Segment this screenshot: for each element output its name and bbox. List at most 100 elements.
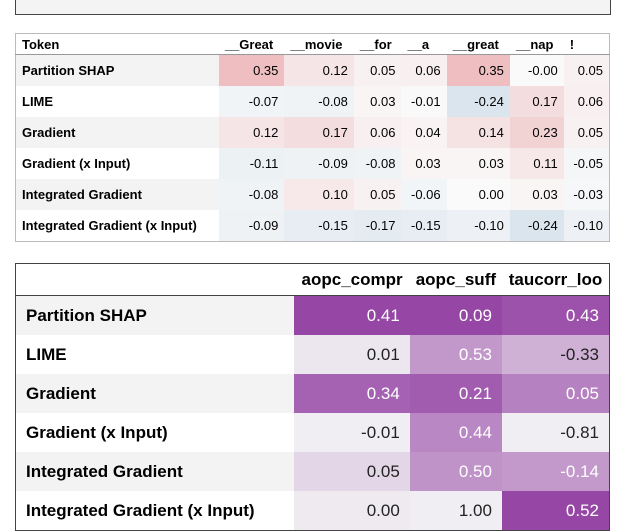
- cell: 0.05: [294, 452, 410, 491]
- cell: -0.01: [294, 413, 410, 452]
- cell: -0.24: [446, 86, 510, 117]
- row-label: Integrated Gradient (x Input): [15, 491, 295, 531]
- row: Integrated Gradient 0.05 0.50 -0.14: [15, 452, 610, 491]
- clipped-panel: [15, 0, 611, 15]
- cell: 0.41: [294, 295, 410, 335]
- cell: -0.05: [563, 148, 610, 179]
- cell: 0.44: [409, 413, 502, 452]
- cell: 0.06: [401, 54, 447, 86]
- cell: -0.24: [509, 210, 564, 242]
- row-label: Integrated Gradient: [15, 452, 295, 491]
- cell: 0.35: [446, 54, 510, 86]
- cell: 0.03: [446, 148, 510, 179]
- column-header: Token: [15, 33, 219, 55]
- cell: 0.53: [409, 335, 502, 374]
- cell: 0.05: [501, 374, 610, 413]
- column-header: __nap: [509, 33, 564, 55]
- cell: -0.09: [284, 148, 354, 179]
- row: LIME 0.01 0.53 -0.33: [15, 335, 610, 374]
- cell: 0.43: [501, 295, 610, 335]
- row: Gradient 0.12 0.17 0.06 0.04 0.14 0.23 0.05: [15, 117, 610, 148]
- row: Gradient (x Input) -0.11 -0.09 -0.08 0.03 0.0…: [15, 148, 610, 179]
- column-header: __great: [446, 33, 510, 55]
- cell: 0.09: [409, 295, 502, 335]
- column-header: __Great: [218, 33, 285, 55]
- cell: 0.06: [563, 86, 610, 117]
- cell: 0.52: [501, 491, 610, 531]
- cell: -0.00: [509, 54, 564, 86]
- cell: -0.08: [218, 179, 285, 210]
- cell: -0.15: [401, 210, 447, 242]
- row-label: Gradient (x Input): [15, 148, 219, 179]
- cell: 0.10: [284, 179, 354, 210]
- header-row: Token __Great __movie __for __a __great __nap!: [15, 33, 610, 55]
- cell: 0.03: [353, 86, 402, 117]
- cell: 0.23: [509, 117, 564, 148]
- column-header: __movie: [284, 33, 354, 55]
- cell: 0.03: [509, 179, 564, 210]
- metrics-table: aopc_compr aopc_suff taucorr_loo Partition …: [15, 263, 610, 531]
- row-label: Partition SHAP: [15, 295, 295, 335]
- cell: -0.81: [501, 413, 610, 452]
- column-header: taucorr_loo: [501, 263, 610, 296]
- cell: 0.14: [446, 117, 510, 148]
- row-label: LIME: [15, 335, 295, 374]
- cell: 0.03: [401, 148, 447, 179]
- cell: 0.06: [353, 117, 402, 148]
- cell: 0.05: [353, 179, 402, 210]
- row: Integrated Gradient (x Input) 0.00 1.00 0.5…: [15, 491, 610, 531]
- cell: 1.00: [409, 491, 502, 531]
- cell: -0.14: [501, 452, 610, 491]
- cell: -0.03: [563, 179, 610, 210]
- cell: -0.09: [218, 210, 285, 242]
- cell: -0.10: [446, 210, 510, 242]
- row-label: Gradient (x Input): [15, 413, 295, 452]
- row: Gradient (x Input) -0.01 0.44 -0.81: [15, 413, 610, 452]
- cell: -0.11: [218, 148, 285, 179]
- row-label: Integrated Gradient: [15, 179, 219, 210]
- cell: 0.35: [218, 54, 285, 86]
- attribution-table: Token __Great __movie __for __a __great __nap!…: [15, 33, 610, 242]
- cell: 0.17: [284, 117, 354, 148]
- cell: 0.05: [353, 54, 402, 86]
- column-header: __a: [401, 33, 447, 55]
- row-label: Integrated Gradient (x Input): [15, 210, 219, 242]
- cell: -0.15: [284, 210, 354, 242]
- row-label: LIME: [15, 86, 219, 117]
- cell: 0.12: [218, 117, 285, 148]
- cell: -0.08: [353, 148, 402, 179]
- cell: 0.05: [563, 117, 610, 148]
- header-row: aopc_compr aopc_suff taucorr_loo: [15, 263, 610, 296]
- cell: 0.34: [294, 374, 410, 413]
- cell: 0.21: [409, 374, 502, 413]
- cell: -0.06: [401, 179, 447, 210]
- row: Integrated Gradient (x Input) -0.09 -0.15-…: [15, 210, 610, 242]
- cell: 0.17: [509, 86, 564, 117]
- corner: [15, 263, 295, 296]
- row-label: Partition SHAP: [15, 54, 219, 86]
- row: LIME -0.07 -0.08 0.03 -0.01 -0.24 0.17 0.06: [15, 86, 610, 117]
- cell: -0.07: [218, 86, 285, 117]
- column-header: aopc_compr: [294, 263, 410, 296]
- cell: 0.50: [409, 452, 502, 491]
- cell: 0.05: [563, 54, 610, 86]
- cell: 0.00: [446, 179, 510, 210]
- cell: 0.04: [401, 117, 447, 148]
- cell: -0.08: [284, 86, 354, 117]
- column-header: aopc_suff: [409, 263, 502, 296]
- row-label: Gradient: [15, 374, 295, 413]
- cell: 0.12: [284, 54, 354, 86]
- row: Partition SHAP 0.35 0.12 0.05 0.06 0.35 -0.00 0…: [15, 54, 610, 86]
- row: Gradient 0.34 0.21 0.05: [15, 374, 610, 413]
- cell: -0.01: [401, 86, 447, 117]
- row-label: Gradient: [15, 117, 219, 148]
- row: Integrated Gradient -0.08 0.10 0.05 -0.06 0.0…: [15, 179, 610, 210]
- column-header: __for: [353, 33, 402, 55]
- cell: 0.00: [294, 491, 410, 531]
- cell: -0.10: [563, 210, 610, 242]
- cell: -0.33: [501, 335, 610, 374]
- cell: 0.01: [294, 335, 410, 374]
- cell: -0.17: [353, 210, 402, 242]
- row: Partition SHAP 0.41 0.09 0.43: [15, 295, 610, 335]
